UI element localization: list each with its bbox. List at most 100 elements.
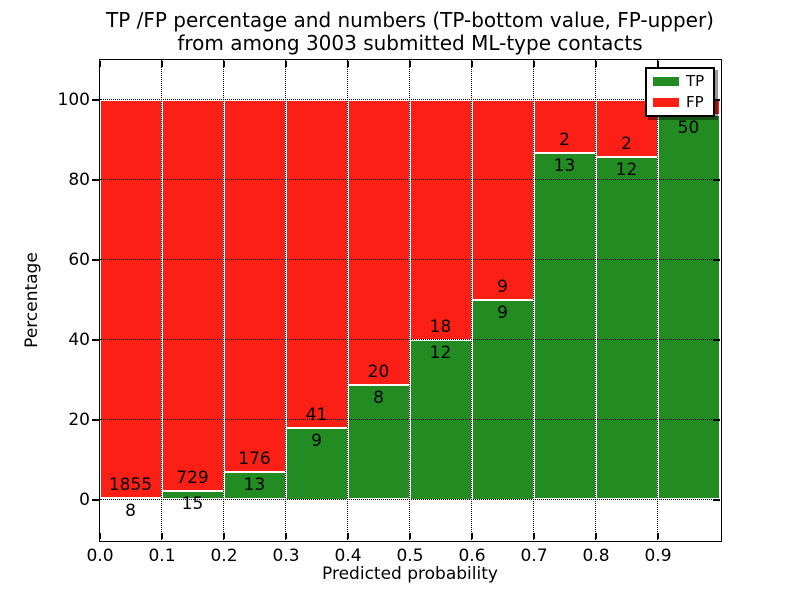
fp-count-label: 2 — [621, 133, 632, 154]
fp-count-label: 9 — [497, 276, 508, 297]
legend: TP FP — [645, 67, 715, 117]
legend-swatch-tp-icon — [653, 77, 679, 86]
y-tick-mark-left — [92, 339, 100, 341]
gridline-vertical — [533, 59, 534, 540]
bar-segment-fp — [99, 99, 162, 498]
x-axis-label: Predicted probability — [322, 564, 498, 584]
y-tick-mark-right — [712, 338, 720, 341]
legend-item-fp: FP — [653, 94, 707, 111]
y-tick-mark-right — [712, 258, 720, 261]
x-tick-mark-top — [222, 60, 225, 67]
bar-segment-fp — [285, 99, 348, 428]
fp-count-label: 41 — [305, 404, 328, 425]
tp-count-label: 50 — [677, 117, 700, 138]
gridline-horizontal — [99, 99, 720, 100]
bar-segment-tp — [471, 299, 534, 500]
x-tick-mark-top — [470, 60, 473, 67]
y-tick-mark-left — [92, 419, 100, 421]
x-tick-mark-bottom — [222, 532, 225, 539]
x-tick-label: 0.9 — [644, 546, 672, 566]
gridline-vertical — [595, 59, 596, 540]
y-tick-label: 80 — [68, 170, 90, 190]
y-tick-mark-left — [92, 179, 100, 181]
x-tick-mark-bottom — [346, 532, 349, 539]
fp-count-label: 729 — [176, 468, 209, 489]
y-tick-label: 0 — [79, 490, 90, 510]
bar-segment-tp — [223, 471, 286, 500]
x-tick-label: 0.7 — [520, 546, 548, 566]
x-tick-label: 0.4 — [334, 546, 362, 566]
tp-count-label: 13 — [243, 474, 266, 495]
x-tick-mark-bottom — [470, 532, 473, 539]
gridline-vertical — [409, 59, 410, 540]
x-tick-mark-bottom — [408, 532, 411, 539]
x-tick-mark-top — [408, 60, 411, 67]
bar-segment-fp — [223, 99, 286, 472]
bar-segment-fp — [533, 99, 596, 153]
bar-segment-fp — [471, 99, 534, 300]
x-tick-mark-top — [98, 60, 101, 67]
x-tick-label: 0.2 — [210, 546, 238, 566]
fp-count-label: 20 — [367, 362, 390, 383]
bar-segment-fp — [409, 99, 472, 340]
y-tick-label: 20 — [68, 410, 90, 430]
y-tick-label: 100 — [57, 90, 90, 110]
bar-segment-fp — [347, 99, 410, 386]
legend-label: FP — [686, 93, 704, 111]
x-tick-mark-bottom — [98, 532, 101, 539]
x-tick-label: 0.1 — [148, 546, 176, 566]
gridline-vertical — [471, 59, 472, 540]
y-tick-mark-left — [92, 259, 100, 261]
fp-count-label: 176 — [238, 448, 271, 469]
y-tick-mark-right — [712, 498, 720, 501]
tp-count-label: 15 — [181, 494, 204, 515]
tp-count-label: 9 — [311, 430, 322, 451]
gridline-vertical — [285, 59, 286, 540]
y-tick-mark-right — [712, 418, 720, 421]
x-tick-mark-bottom — [532, 532, 535, 539]
tp-count-label: 12 — [615, 159, 638, 180]
y-axis-label: Percentage — [22, 252, 42, 348]
tp-count-label: 12 — [429, 342, 452, 363]
x-tick-mark-top — [346, 60, 349, 67]
y-tick-label: 60 — [68, 250, 90, 270]
x-tick-mark-top — [532, 60, 535, 67]
y-tick-label: 40 — [68, 330, 90, 350]
x-tick-label: 0.8 — [582, 546, 610, 566]
x-tick-mark-top — [656, 60, 659, 67]
bar-segment-tp — [347, 385, 410, 500]
y-tick-mark-right — [712, 178, 720, 181]
x-tick-label: 0.0 — [86, 546, 114, 566]
fp-count-label: 1855 — [108, 474, 153, 495]
gridline-horizontal — [99, 419, 720, 420]
gridline-vertical — [347, 59, 348, 540]
legend-label: TP — [686, 72, 705, 90]
tp-count-label: 9 — [497, 302, 508, 323]
x-tick-mark-bottom — [284, 532, 287, 539]
x-tick-mark-bottom — [594, 532, 597, 539]
x-tick-mark-bottom — [656, 532, 659, 539]
gridline-horizontal — [99, 179, 720, 180]
x-tick-mark-top — [160, 60, 163, 67]
bar-segment-fp — [161, 99, 224, 492]
gridline-horizontal — [99, 499, 720, 500]
x-tick-mark-top — [284, 60, 287, 67]
x-tick-mark-bottom — [160, 532, 163, 539]
x-tick-label: 0.5 — [396, 546, 424, 566]
y-tick-mark-left — [92, 499, 100, 501]
chart-title-line2: from among 3003 submitted ML-type contac… — [177, 31, 643, 55]
legend-swatch-fp-icon — [653, 98, 679, 107]
y-tick-mark-right — [712, 98, 720, 101]
fp-count-label: 18 — [429, 316, 452, 337]
gridline-vertical — [657, 59, 658, 540]
x-tick-label: 0.3 — [272, 546, 300, 566]
x-tick-mark-top — [594, 60, 597, 67]
plot-area: 1855 8 729 15 176 13 41 9 20 8 18 12 9 9 2 13 2 12 50 — [98, 58, 722, 542]
bar-segment-tp — [657, 114, 720, 500]
bar-segment-tp — [595, 156, 658, 500]
tp-count-label: 8 — [125, 500, 136, 521]
gridline-horizontal — [99, 339, 720, 340]
fp-count-label: 2 — [559, 129, 570, 150]
chart-title-line1: TP /FP percentage and numbers (TP-bottom… — [106, 8, 714, 32]
